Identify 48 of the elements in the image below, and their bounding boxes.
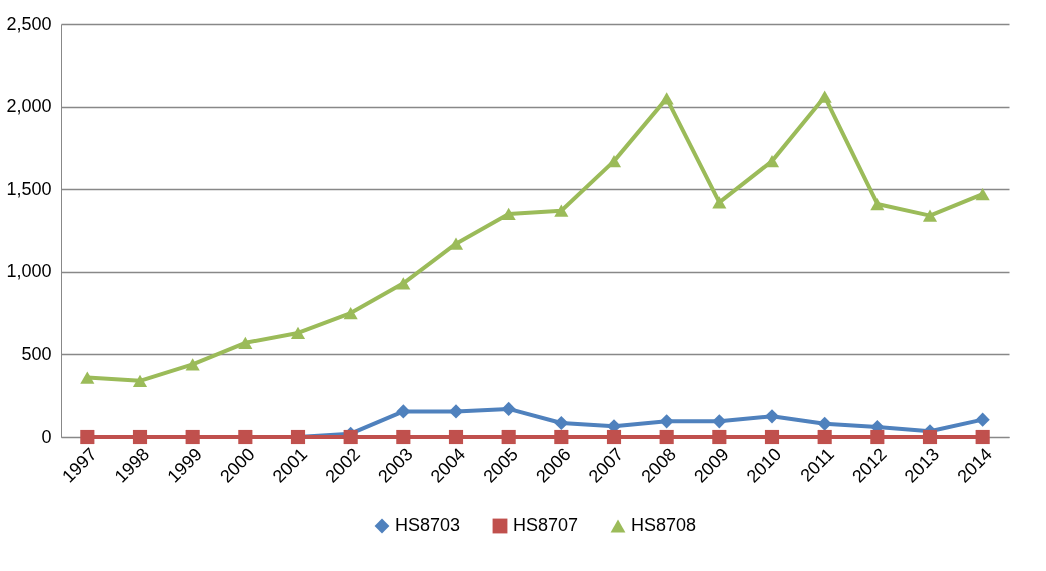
point	[501, 401, 516, 416]
point	[975, 188, 990, 201]
legend-label: HS8708	[631, 515, 697, 535]
point	[764, 429, 780, 445]
y-tick-label: 500	[21, 343, 52, 364]
point	[712, 414, 727, 429]
point	[501, 207, 516, 221]
point	[343, 306, 358, 320]
legend-label: HS8707	[513, 515, 579, 535]
point	[185, 358, 200, 371]
point	[80, 371, 95, 384]
y-tick-label: 1,500	[6, 178, 52, 199]
point	[396, 404, 411, 419]
point	[132, 429, 148, 445]
point	[238, 336, 253, 349]
point	[396, 277, 411, 290]
point	[554, 415, 569, 431]
point	[817, 429, 832, 445]
point	[290, 326, 306, 340]
point	[870, 197, 885, 211]
point	[554, 429, 569, 445]
point	[712, 196, 727, 209]
point	[185, 429, 200, 445]
y-tick-label: 2,500	[6, 13, 52, 34]
point	[132, 374, 148, 387]
point	[80, 429, 95, 445]
y-tick-label: 0	[41, 426, 52, 447]
point	[712, 429, 727, 445]
point	[448, 404, 464, 419]
point	[922, 209, 938, 222]
point	[922, 429, 938, 445]
point	[764, 409, 780, 424]
point	[817, 416, 832, 431]
y-tick-label: 2,000	[6, 96, 52, 117]
point	[975, 429, 990, 445]
point	[870, 429, 885, 445]
point	[448, 429, 464, 445]
point	[554, 204, 569, 217]
point	[659, 429, 674, 445]
point	[659, 414, 674, 429]
y-tick-label: 1,000	[6, 261, 52, 282]
point	[659, 92, 674, 105]
legend-label: HS8703	[395, 515, 461, 535]
point	[396, 429, 411, 445]
point	[817, 90, 832, 103]
point	[606, 429, 622, 445]
point	[975, 412, 990, 427]
point	[501, 429, 516, 445]
